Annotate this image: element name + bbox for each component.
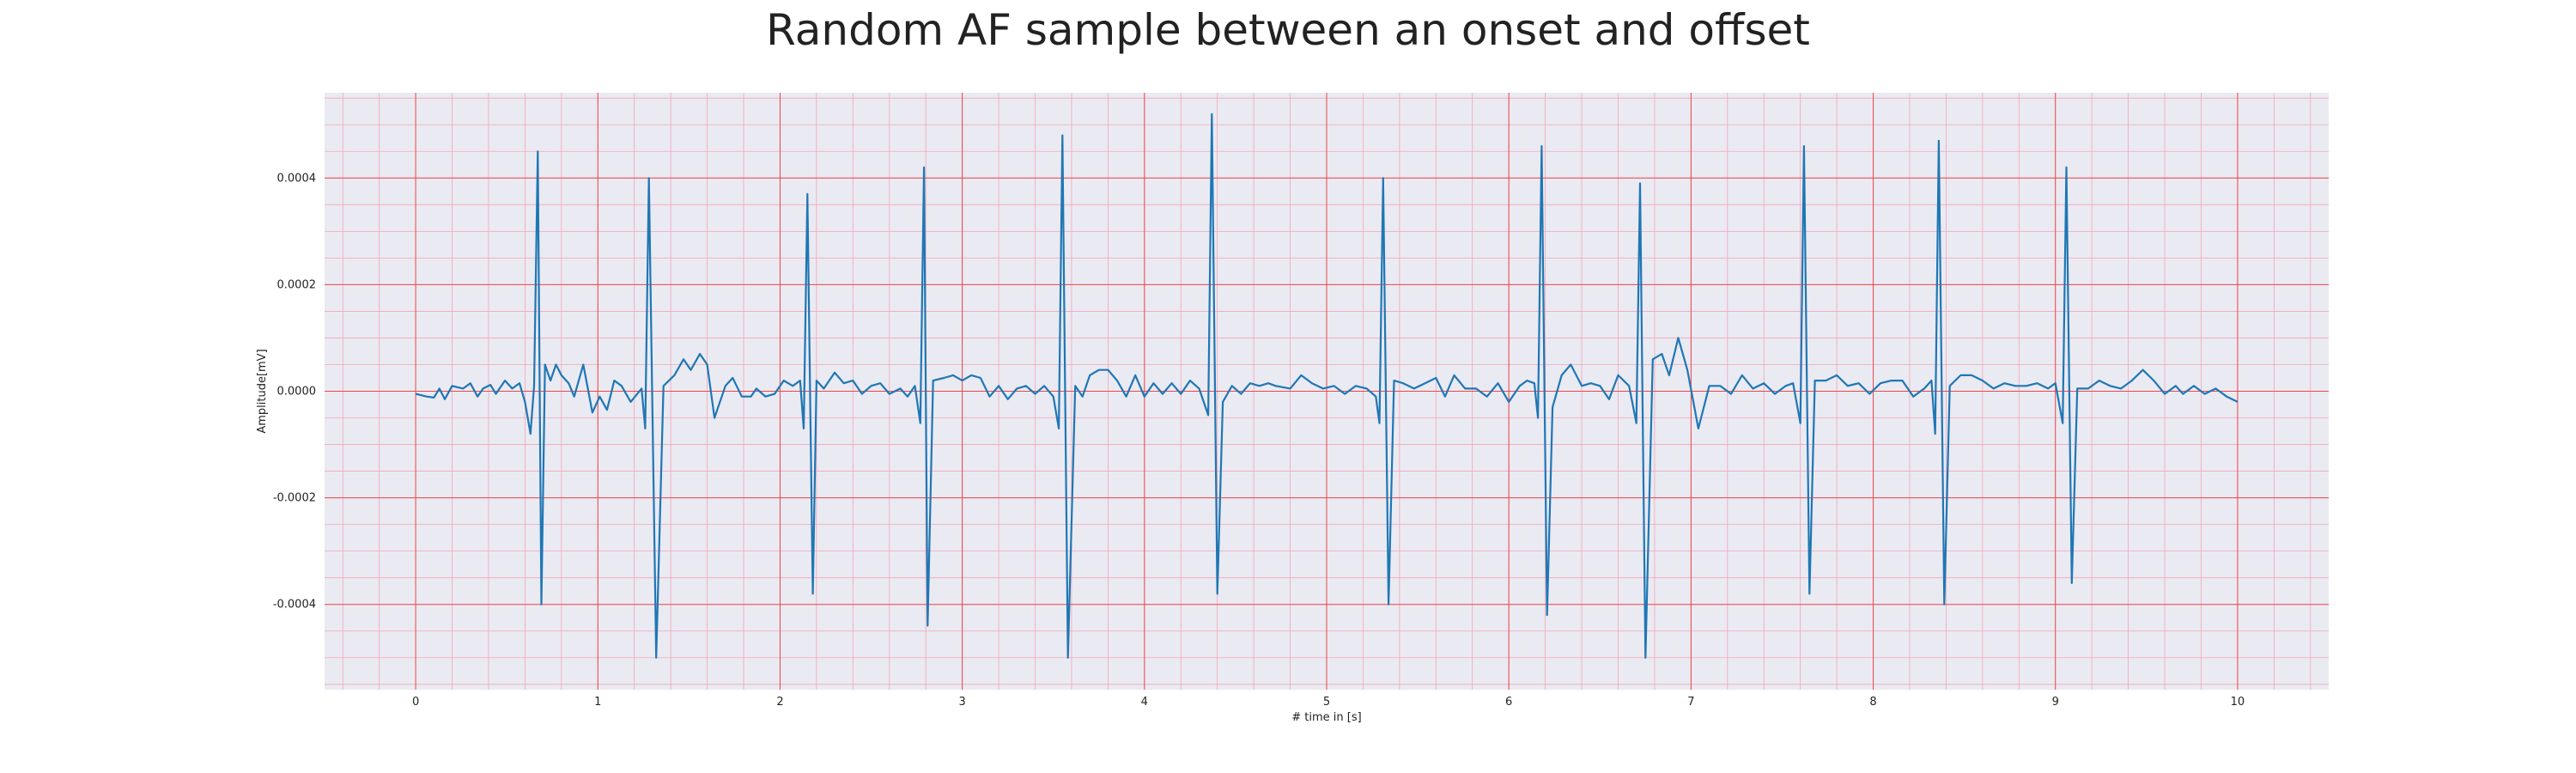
- y-tick-label: 0.0004: [277, 172, 317, 185]
- y-tick-label: -0.0002: [273, 492, 316, 505]
- y-tick-label: 0.0002: [277, 278, 317, 291]
- y-tick-label: 0.0000: [277, 386, 317, 399]
- series-line-0: [415, 113, 2239, 659]
- tick-labels: 0 1 2 3 4 5 6 7 8 9 10 -0.0004 -0.0002 0.0000 0.0002 0.…: [273, 172, 2245, 709]
- x-tick-label: 8: [1869, 696, 1876, 709]
- x-tick-label: 7: [1687, 696, 1694, 709]
- x-tick-label: 10: [2231, 696, 2245, 709]
- chart-title: Random AF sample between an onset and of…: [766, 5, 1810, 55]
- x-tick-label: 5: [1323, 696, 1330, 709]
- major-grid: [325, 93, 2329, 690]
- x-tick-label: 0: [412, 696, 419, 709]
- x-tick-label: 6: [1505, 696, 1512, 709]
- x-tick-label: 1: [594, 696, 601, 709]
- x-axis-label: # time in [s]: [1291, 711, 1361, 724]
- x-tick-label: 9: [2052, 696, 2059, 709]
- x-tick-label: 3: [958, 696, 965, 709]
- y-tick-label: -0.0004: [273, 599, 316, 612]
- x-tick-label: 2: [776, 696, 783, 709]
- x-tick-label: 4: [1141, 696, 1148, 709]
- series-layer: [415, 113, 2239, 659]
- y-axis-label: Amplitude[mV]: [256, 349, 269, 433]
